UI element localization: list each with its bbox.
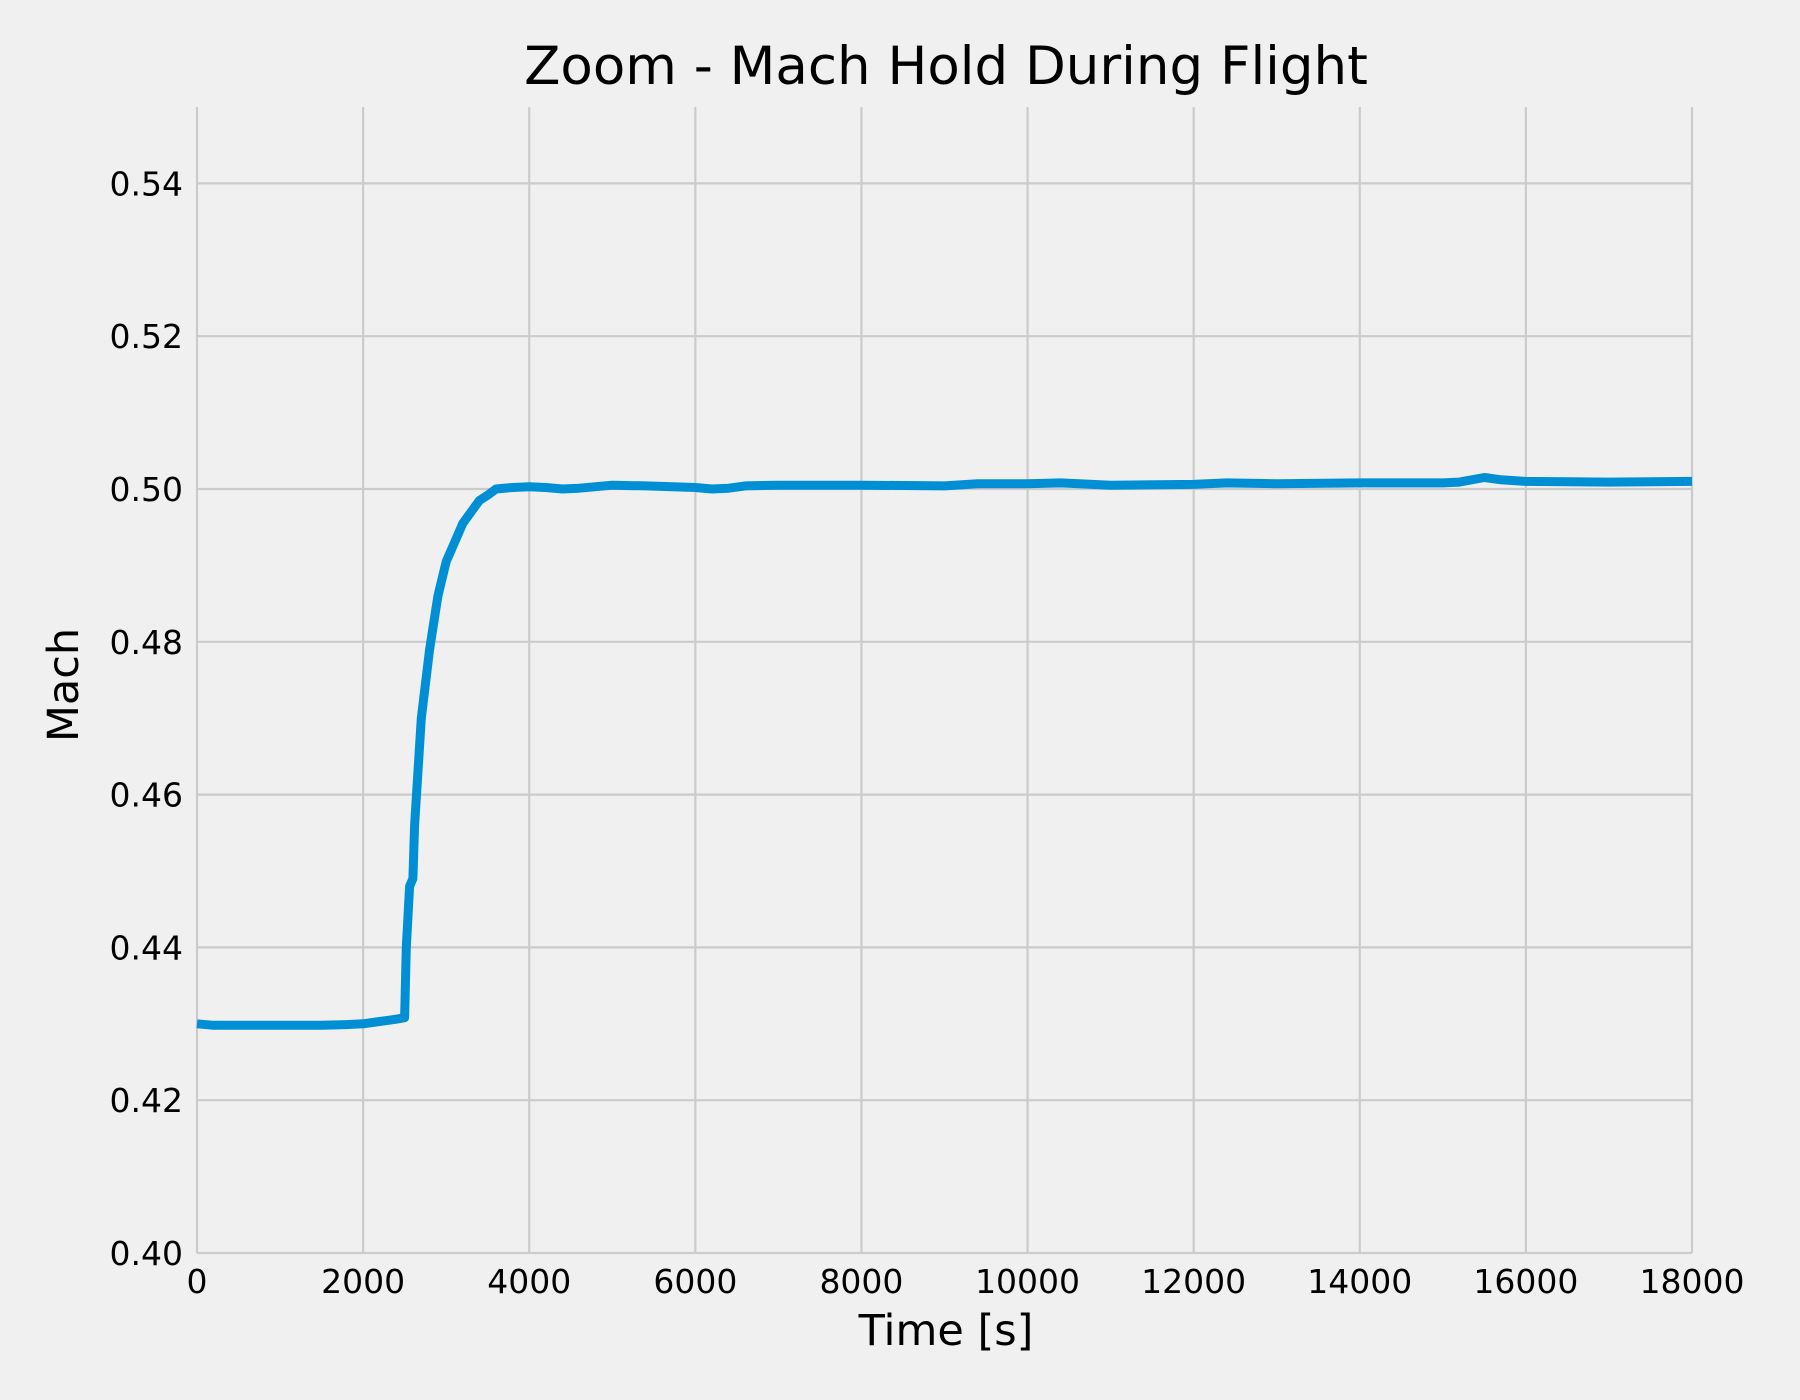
x-tick-label: 18000 (1640, 1262, 1745, 1301)
x-tick-label: 4000 (487, 1262, 571, 1301)
chart-title: Zoom - Mach Hold During Flight (524, 36, 1368, 97)
x-tick-label: 10000 (975, 1262, 1080, 1301)
y-tick-label: 0.40 (110, 1234, 183, 1273)
y-tick-label: 0.50 (110, 470, 183, 509)
y-axis-label: Mach (39, 628, 89, 742)
x-axis-label: Time [s] (858, 1306, 1034, 1356)
y-tick-label: 0.48 (110, 623, 183, 662)
x-tick-label: 14000 (1307, 1262, 1412, 1301)
grid (195, 107, 1694, 1255)
x-tick-labels: 0 2000 4000 6000 8000 10000 12000 14000 16000 180… (187, 1262, 1745, 1301)
series-line-mach (196, 473, 1693, 1030)
y-tick-label: 0.52 (110, 317, 183, 356)
x-tick-label: 16000 (1473, 1262, 1578, 1301)
x-tick-label: 8000 (819, 1262, 903, 1301)
series-layer (196, 473, 1693, 1030)
x-tick-label: 12000 (1141, 1262, 1246, 1301)
y-tick-labels: 0.40 0.42 0.44 0.46 0.48 0.50 0.52 0.54 (110, 164, 183, 1273)
y-tick-label: 0.54 (110, 164, 183, 203)
x-tick-label: 0 (187, 1262, 208, 1301)
y-tick-label: 0.44 (110, 928, 183, 967)
x-tick-label: 6000 (653, 1262, 737, 1301)
y-tick-label: 0.46 (110, 776, 183, 815)
y-tick-label: 0.42 (110, 1081, 183, 1120)
x-tick-label: 2000 (321, 1262, 405, 1301)
